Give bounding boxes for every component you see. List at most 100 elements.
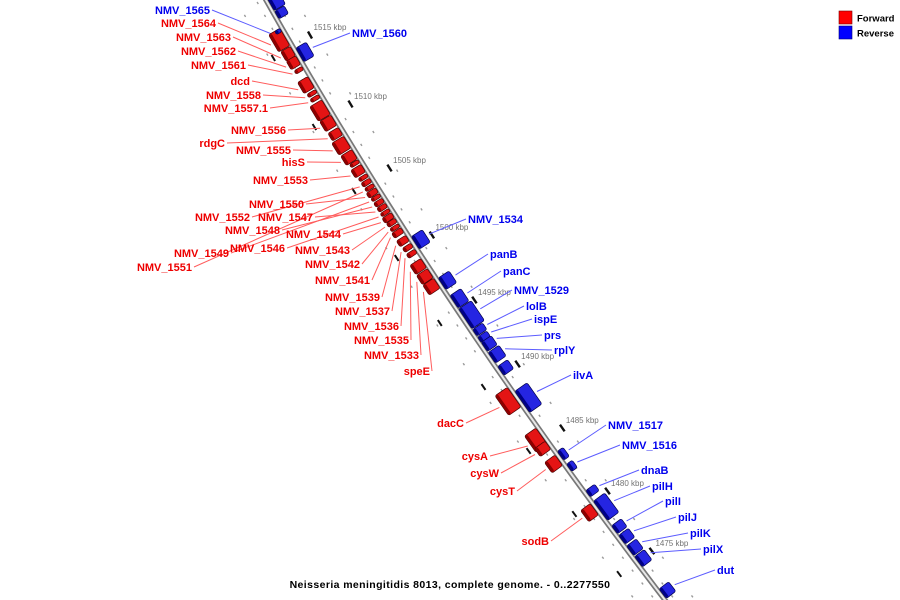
gene-label-cysT[interactable]: cysT [490, 486, 515, 498]
gene-glyph-dacC[interactable] [495, 387, 521, 416]
gene-label-NMV_1541[interactable]: NMV_1541 [315, 275, 370, 287]
gene-label-NMV_1553[interactable]: NMV_1553 [253, 175, 308, 187]
gene-label-dcd[interactable]: dcd [230, 76, 250, 88]
gene-glyph-NMV_1562[interactable] [286, 56, 301, 70]
gene-glyph-NMV_1561[interactable] [294, 66, 304, 74]
gene-glyph-pilK[interactable] [627, 539, 644, 556]
gene-label-rplY[interactable]: rplY [554, 345, 576, 357]
gene-label-NMV_1565[interactable]: NMV_1565 [155, 5, 210, 17]
gene-label-NMV_1556[interactable]: NMV_1556 [231, 125, 286, 137]
gene-glyph-dut[interactable] [659, 582, 676, 599]
gene-glyph-panB[interactable] [438, 271, 457, 290]
gene-glyph-rplY[interactable] [488, 345, 506, 363]
gene-glyph-NMV_1537[interactable] [402, 243, 413, 253]
gene-glyph-unlabeled-38[interactable] [274, 6, 289, 19]
gene-glyph-NMV_1557.1[interactable] [310, 94, 321, 103]
gene-glyph-unlabeled-49[interactable] [498, 359, 514, 376]
gene-label-cysW[interactable]: cysW [470, 468, 499, 480]
gene-label-pilI[interactable]: pilI [665, 496, 681, 508]
gene-glyph-NMV_1546[interactable] [380, 208, 391, 217]
gene-label-NMV_1558[interactable]: NMV_1558 [206, 90, 261, 102]
gene-label-NMV_1562[interactable]: NMV_1562 [181, 46, 236, 58]
gene-label-NMV_1546[interactable]: NMV_1546 [230, 243, 285, 255]
gene-label-lolB[interactable]: lolB [526, 301, 547, 313]
gene-glyph-pilJ[interactable] [619, 528, 635, 544]
gene-label-panB[interactable]: panB [490, 249, 518, 261]
gene-glyph-unlabeled-7[interactable] [310, 100, 331, 122]
gene-label-rdgC[interactable]: rdgC [199, 138, 225, 150]
gene-label-ispE[interactable]: ispE [534, 314, 557, 326]
gene-label-NMV_1517[interactable]: NMV_1517 [608, 420, 663, 432]
gene-glyph-pilH[interactable] [593, 493, 619, 521]
gene-glyph-ilvA[interactable] [515, 383, 542, 413]
gene-label-panC[interactable]: panC [503, 266, 531, 278]
gene-label-dnaB[interactable]: dnaB [641, 465, 669, 477]
gene-label-NMV_1535[interactable]: NMV_1535 [354, 335, 409, 347]
gene-glyph-NMV_1553[interactable] [351, 164, 366, 178]
gene-label-NMV_1550[interactable]: NMV_1550 [249, 199, 304, 211]
gene-glyph-pilI[interactable] [612, 519, 628, 534]
gene-glyph-NMV_1560[interactable] [296, 42, 314, 62]
gene-glyph-NMV_1517[interactable] [557, 447, 570, 460]
gene-glyph-rdgC[interactable] [328, 127, 343, 141]
gene-label-NMV_1549[interactable]: NMV_1549 [174, 248, 229, 260]
gene-glyph-sodB[interactable] [580, 503, 599, 522]
gene-glyph-unlabeled-37[interactable] [267, 0, 286, 11]
gene-label-NMV_1542[interactable]: NMV_1542 [305, 259, 360, 271]
gene-label-NMV_1529[interactable]: NMV_1529 [514, 285, 569, 297]
gene-label-NMV_1563[interactable]: NMV_1563 [176, 32, 231, 44]
gene-label-NMV_1555[interactable]: NMV_1555 [236, 145, 291, 157]
gene-glyph-NMV_1565[interactable] [274, 28, 282, 35]
gene-label-NMV_1561[interactable]: NMV_1561 [191, 60, 246, 72]
gene-glyph-NMV_1547[interactable] [377, 203, 388, 213]
gene-label-NMV_1547[interactable]: NMV_1547 [258, 212, 313, 224]
gene-glyph-unlabeled-12[interactable] [349, 159, 360, 168]
gene-label-pilK[interactable]: pilK [690, 528, 711, 540]
gene-label-NMV_1534[interactable]: NMV_1534 [468, 214, 524, 226]
gene-label-cysA[interactable]: cysA [462, 451, 488, 463]
gene-label-NMV_1560[interactable]: NMV_1560 [352, 28, 407, 40]
gene-glyph-NMV_1516[interactable] [566, 460, 578, 472]
gene-label-NMV_1539[interactable]: NMV_1539 [325, 292, 380, 304]
gene-label-sodB[interactable]: sodB [522, 536, 550, 548]
gene-glyph-NMV_1535[interactable] [410, 258, 427, 275]
gene-label-pilX[interactable]: pilX [703, 544, 724, 556]
gene-label-speE[interactable]: speE [404, 366, 430, 378]
gene-label-NMV_1557.1[interactable]: NMV_1557.1 [204, 103, 268, 115]
gene-label-NMV_1544[interactable]: NMV_1544 [286, 229, 342, 241]
gene-glyph-NMV_1541[interactable] [391, 227, 404, 239]
gene-glyph-NMV_1549[interactable] [371, 193, 382, 202]
gene-label-prs[interactable]: prs [544, 330, 561, 342]
gene-glyph-NMV_1536[interactable] [406, 249, 417, 259]
gene-glyph-NMV_1552[interactable] [361, 178, 372, 188]
gene-glyph-pilX[interactable] [635, 549, 652, 567]
gene-glyph-NMV_1543[interactable] [386, 218, 397, 228]
gene-glyph-dnaB[interactable] [586, 484, 600, 497]
gene-glyph-NMV_1556[interactable] [319, 115, 337, 132]
gene-label-NMV_1548[interactable]: NMV_1548 [225, 225, 280, 237]
gene-glyph-hisS[interactable] [340, 149, 358, 166]
gene-label-NMV_1551[interactable]: NMV_1551 [137, 262, 192, 274]
gene-glyph-NMV_1564[interactable] [268, 28, 290, 52]
gene-glyph-NMV_1551[interactable] [364, 183, 375, 192]
gene-label-NMV_1536[interactable]: NMV_1536 [344, 321, 399, 333]
gene-glyph-NMV_1550[interactable] [366, 187, 379, 199]
gene-glyph-NMV_1533[interactable] [416, 268, 433, 285]
gene-glyph-NMV_1542[interactable] [390, 223, 401, 232]
gene-glyph-NMV_1544[interactable] [382, 212, 395, 224]
gene-glyph-NMV_1558[interactable] [307, 89, 318, 98]
gene-glyph-speE[interactable] [423, 278, 440, 295]
gene-glyph-NMV_1529[interactable] [459, 300, 485, 329]
gene-label-NMV_1564[interactable]: NMV_1564 [161, 18, 217, 30]
gene-glyph-cysW[interactable] [534, 441, 551, 457]
gene-label-dut[interactable]: dut [717, 565, 734, 577]
gene-label-NMV_1516[interactable]: NMV_1516 [622, 440, 677, 452]
gene-glyph-cysT[interactable] [544, 455, 563, 473]
gene-glyph-unlabeled-14[interactable] [358, 173, 369, 182]
gene-glyph-prs[interactable] [481, 336, 497, 352]
gene-label-pilH[interactable]: pilH [652, 481, 673, 493]
gene-label-NMV_1537[interactable]: NMV_1537 [335, 306, 390, 318]
gene-label-NMV_1533[interactable]: NMV_1533 [364, 350, 419, 362]
gene-label-hisS[interactable]: hisS [282, 157, 305, 169]
gene-glyph-panC[interactable] [450, 288, 469, 308]
